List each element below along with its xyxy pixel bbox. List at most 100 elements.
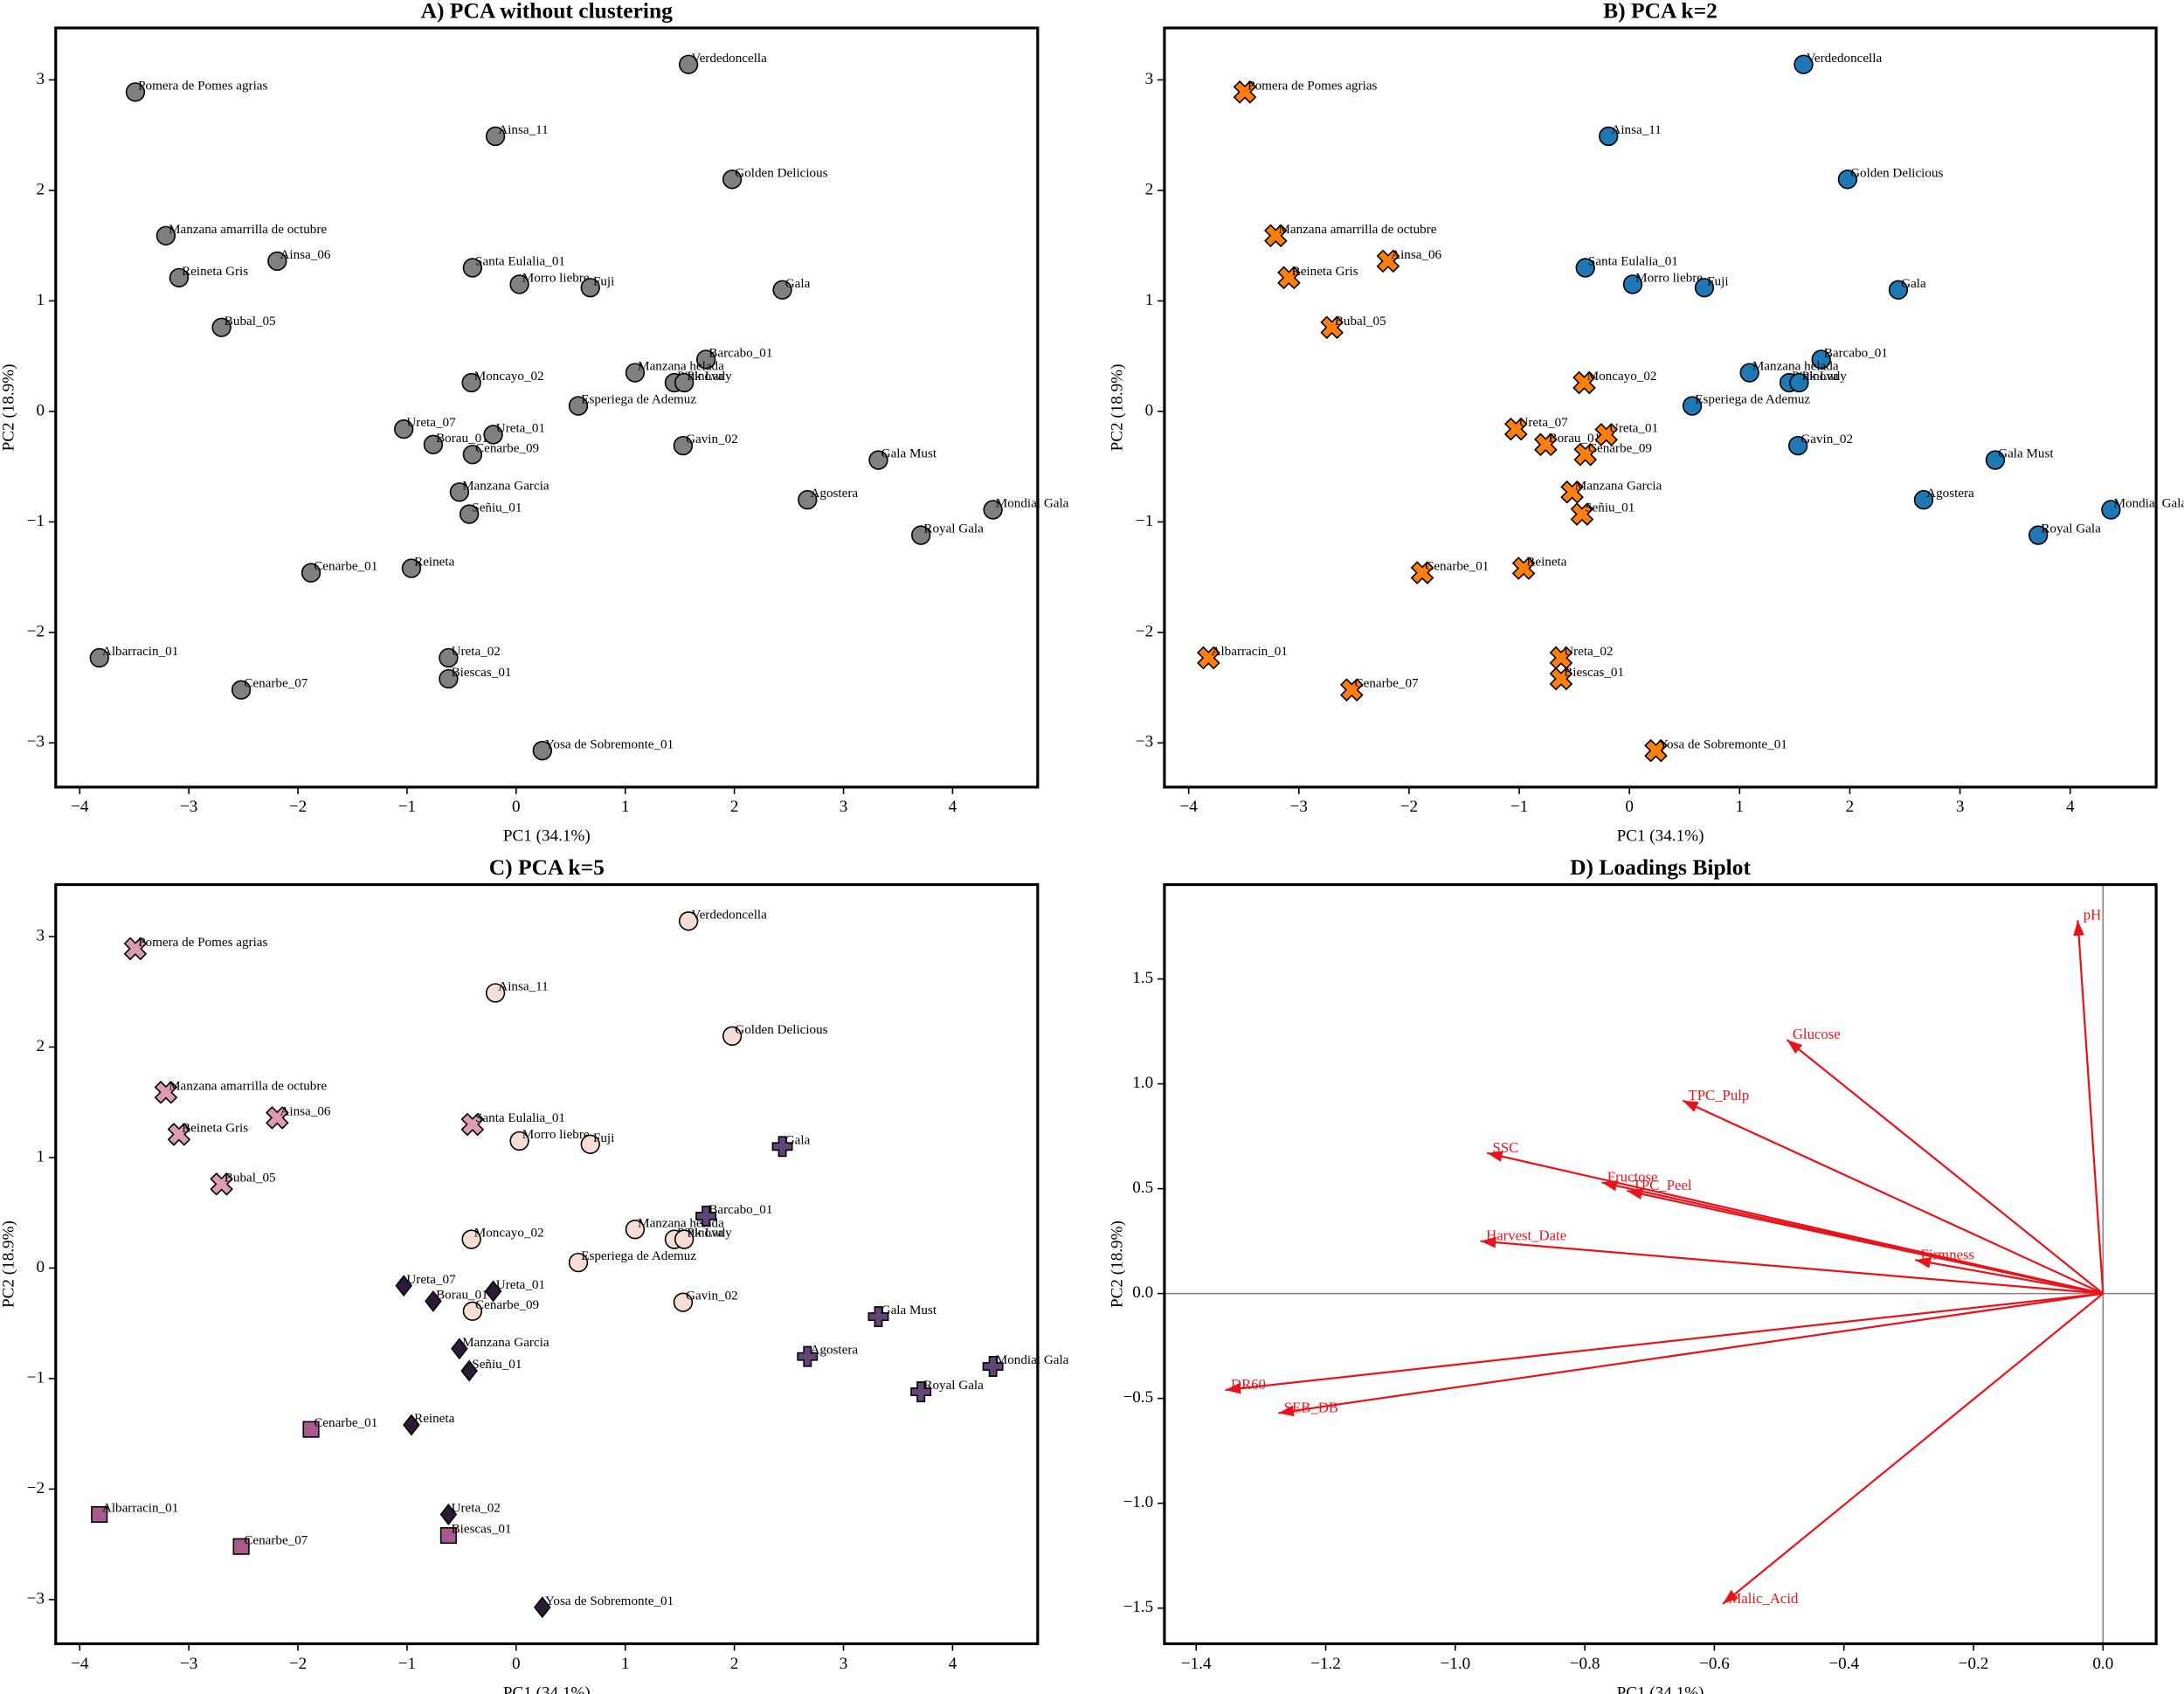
x-tick-label: −3 bbox=[180, 1655, 197, 1673]
loading-arrow bbox=[1682, 1099, 2104, 1295]
point bbox=[1682, 396, 1703, 416]
y-tick-label: 2 bbox=[1145, 180, 1154, 198]
point bbox=[1376, 249, 1400, 273]
point bbox=[459, 504, 480, 524]
x-axis-label: PC1 (34.1%) bbox=[1617, 1684, 1704, 1694]
point-label: Gala bbox=[1901, 277, 1926, 291]
x-axis-label: PC1 (34.1%) bbox=[503, 1684, 591, 1694]
point-label: Biescas_01 bbox=[1564, 666, 1624, 680]
axes-frame bbox=[54, 26, 1040, 789]
point bbox=[449, 482, 470, 502]
point-label: Manzana Garcia bbox=[1575, 479, 1662, 493]
point bbox=[403, 1414, 420, 1436]
point-label: Pomera de Pomes agrias bbox=[1248, 79, 1377, 93]
point-label: Cenarbe_07 bbox=[1355, 677, 1420, 691]
point bbox=[401, 558, 422, 578]
loading-label: Harvest_Date bbox=[1486, 1227, 1566, 1244]
point bbox=[462, 258, 483, 278]
x-tick-label: −2 bbox=[289, 1655, 307, 1673]
point-label: Reineta bbox=[414, 1412, 454, 1426]
panel-title: D) Loadings Biplot bbox=[1570, 854, 1751, 880]
x-tick-label: −4 bbox=[1179, 798, 1198, 816]
point-label: Verdedoncella bbox=[691, 908, 767, 922]
point-label: Manzana helada bbox=[638, 360, 724, 374]
point bbox=[483, 425, 503, 445]
y-tick-label: −3 bbox=[1136, 733, 1153, 751]
arrow-head bbox=[1225, 1382, 1241, 1394]
y-axis-label: PC2 (18.9%) bbox=[0, 364, 18, 452]
panel-title: C) PCA k=5 bbox=[489, 854, 605, 880]
point-label: Cenarbe_01 bbox=[314, 1416, 377, 1430]
point bbox=[678, 54, 699, 74]
point bbox=[123, 937, 148, 961]
x-tick-label: −4 bbox=[71, 798, 89, 816]
point-label: Pinova bbox=[687, 370, 723, 384]
x-tick-label: −1.2 bbox=[1310, 1655, 1341, 1673]
point-label: Ainsa_06 bbox=[1391, 248, 1441, 262]
point bbox=[580, 278, 600, 298]
y-axis-label: PC2 (18.9%) bbox=[0, 1220, 18, 1308]
point-label: Verdedoncella bbox=[1807, 52, 1883, 66]
point-label: Santa Eulalia_01 bbox=[475, 1111, 565, 1125]
point bbox=[156, 225, 176, 245]
point bbox=[423, 434, 444, 455]
point-label: Ainsa_11 bbox=[1611, 123, 1661, 137]
y-tick-label: −2 bbox=[1136, 622, 1153, 640]
point-label: Morro liebre bbox=[522, 1128, 590, 1142]
point-label: Cenarbe_09 bbox=[1588, 441, 1652, 455]
point-label: Gala Must bbox=[1998, 447, 2054, 461]
y-tick-label: 0.0 bbox=[1132, 1283, 1153, 1302]
y-axis-label: PC2 (18.9%) bbox=[1109, 1220, 1127, 1308]
x-axis-label: PC1 (34.1%) bbox=[1617, 827, 1704, 846]
point-label: Cenarbe_09 bbox=[475, 441, 539, 455]
point bbox=[485, 983, 506, 1003]
y-tick-label: −3 bbox=[27, 1589, 45, 1608]
point-label: Ureta_01 bbox=[1609, 422, 1658, 436]
point-label: Albarracin_01 bbox=[1212, 645, 1288, 659]
point-label: Agostera bbox=[810, 1344, 858, 1358]
point-label: Golden Delicious bbox=[1850, 166, 1943, 180]
y-tick-label: 2 bbox=[36, 180, 45, 198]
arrow-head bbox=[1627, 1188, 1643, 1200]
point-label: Esperiega de Ademuz bbox=[581, 393, 696, 407]
panel-title: A) PCA without clustering bbox=[421, 0, 674, 23]
point-label: Ureta_07 bbox=[1518, 416, 1568, 430]
point-label: Borau_01 bbox=[1549, 432, 1601, 446]
point-label: Reineta Gris bbox=[182, 265, 248, 279]
point bbox=[678, 911, 699, 931]
point-label: Manzana amarrilla de octubre bbox=[1278, 223, 1436, 237]
y-tick-label: 3 bbox=[36, 926, 45, 944]
point bbox=[673, 435, 694, 456]
point-label: Pomera de Pomes agrias bbox=[138, 936, 267, 950]
point bbox=[674, 1229, 695, 1249]
point-label: Pomera de Pomes agrias bbox=[138, 79, 267, 93]
point bbox=[509, 1130, 529, 1151]
point bbox=[461, 372, 481, 393]
loading-arrow bbox=[2077, 920, 2105, 1294]
point-label: Royal Gala bbox=[923, 1379, 984, 1393]
point-label: Santa Eulalia_01 bbox=[1588, 255, 1678, 269]
point bbox=[534, 1596, 551, 1619]
point-label: Ureta_02 bbox=[1564, 645, 1613, 659]
point bbox=[1233, 80, 1257, 104]
point bbox=[1340, 678, 1364, 702]
point-label: Barcabo_01 bbox=[708, 347, 772, 361]
point-label: Ureta_01 bbox=[496, 422, 545, 436]
point-label: Yosa de Sobremonte_01 bbox=[545, 737, 674, 751]
point-label: Barcabo_01 bbox=[708, 1203, 772, 1217]
point bbox=[625, 1220, 646, 1240]
point-label: Pinova bbox=[1802, 370, 1839, 384]
x-tick-label: −2 bbox=[289, 798, 307, 816]
arrow-head bbox=[1723, 1589, 1738, 1604]
point bbox=[797, 1345, 819, 1367]
point bbox=[211, 317, 232, 337]
point-label: Reineta bbox=[414, 556, 454, 570]
x-tick-label: 0.0 bbox=[2092, 1655, 2113, 1673]
point bbox=[267, 251, 287, 272]
point-label: Reineta Gris bbox=[1292, 265, 1358, 279]
point-label: Manzana Garcia bbox=[462, 479, 549, 493]
x-tick-label: 1 bbox=[1736, 798, 1745, 816]
point bbox=[1594, 423, 1619, 446]
point bbox=[154, 1081, 178, 1104]
